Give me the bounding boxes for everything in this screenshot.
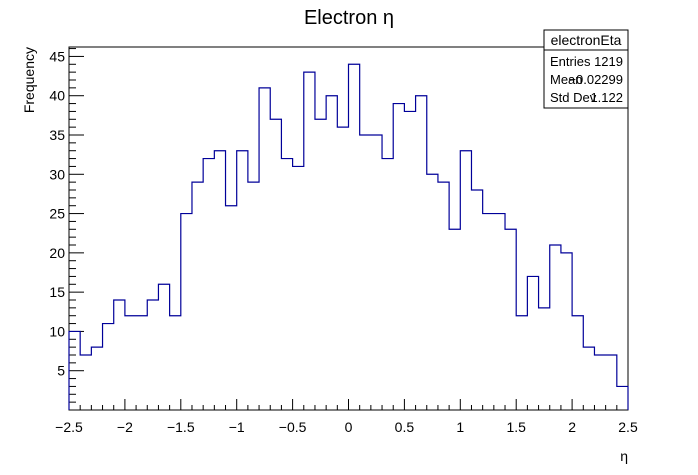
y-tick-label: 30 [49, 166, 65, 182]
x-tick-label: −2 [117, 419, 133, 435]
histogram-bin [404, 111, 415, 410]
histogram-bin [505, 229, 516, 410]
histogram-bin [214, 151, 225, 410]
histogram-bin [606, 355, 617, 410]
histogram-bin [181, 214, 192, 410]
x-axis: −2.5 −2 −1.5 −1 −0.5 0 0.5 1 1.5 2 2.5 [55, 399, 638, 435]
histogram-bin [360, 135, 371, 410]
chart-title: Electron η [304, 7, 394, 29]
stats-box-title: electronEta [551, 32, 622, 48]
histogram-bin [170, 316, 181, 410]
histogram-bin [304, 72, 315, 410]
stats-entries-label: Entries [550, 54, 591, 69]
y-axis-label: Frequency [21, 47, 37, 113]
stats-mean-value: −0.02299 [568, 72, 623, 87]
histogram-bin [80, 355, 91, 410]
histogram-bin [561, 253, 572, 410]
histogram-bin [449, 229, 460, 410]
histogram-bin [539, 308, 550, 410]
histogram-bin [158, 284, 169, 410]
histogram-bin [494, 214, 505, 410]
histogram-bin [594, 355, 605, 410]
y-tick-label: 35 [49, 127, 65, 143]
histogram-bin [326, 96, 337, 410]
x-tick-label: 2.5 [618, 419, 638, 435]
histogram-bin [617, 386, 628, 410]
stats-box-frame [543, 29, 629, 109]
histogram-bin [583, 347, 594, 410]
histogram-bin [226, 206, 237, 410]
histogram-bin [572, 316, 583, 410]
x-tick-label: 1 [456, 419, 464, 435]
histogram-bins [69, 64, 628, 410]
x-tick-label: 2 [568, 419, 576, 435]
histogram-bin [147, 300, 158, 410]
x-tick-label: 0 [345, 419, 353, 435]
histogram-bin [103, 324, 114, 410]
y-axis: 5 10 15 20 25 30 35 40 45 [49, 48, 84, 403]
histogram-bin [315, 119, 326, 410]
y-tick-label: 25 [49, 206, 65, 222]
histogram-bin [460, 151, 471, 410]
stats-box: electronEta Entries 1219 Mean −0.02299 S… [543, 29, 629, 109]
stats-mean-label: Mean [550, 72, 583, 87]
x-tick-label: −1.5 [167, 419, 195, 435]
histogram-bin [337, 127, 348, 410]
x-tick-label: −2.5 [55, 419, 83, 435]
stats-stddev-value: 1.122 [590, 90, 623, 105]
y-tick-label: 20 [49, 245, 65, 261]
y-tick-label: 45 [49, 48, 65, 64]
histogram-bin [550, 245, 561, 410]
histogram-bin [427, 174, 438, 410]
histogram-bin [393, 104, 404, 410]
histogram-bin [382, 159, 393, 410]
histogram-bin [416, 96, 427, 410]
histogram-bin [259, 88, 270, 410]
histogram-bin [516, 316, 527, 410]
x-tick-label: −0.5 [279, 419, 307, 435]
histogram-bin [471, 190, 482, 410]
histogram-bin [281, 159, 292, 410]
histogram-bin [125, 316, 136, 410]
histogram-bin [192, 182, 203, 410]
histogram-bin [349, 64, 360, 410]
x-tick-label: −1 [229, 419, 245, 435]
histogram-bin [293, 166, 304, 410]
x-tick-label: 0.5 [395, 419, 415, 435]
histogram-bin [114, 300, 125, 410]
y-tick-label: 40 [49, 88, 65, 104]
x-tick-label: 1.5 [506, 419, 526, 435]
histogram-bin [483, 214, 494, 410]
stats-stddev-label: Std Dev [550, 90, 597, 105]
histogram-bin [69, 331, 80, 410]
x-axis-label: η [620, 448, 628, 464]
histogram-series-line [68, 63, 629, 410]
histogram-bin [270, 119, 281, 410]
histogram-bin [438, 182, 449, 410]
histogram-bin [248, 182, 259, 410]
y-tick-label: 10 [49, 323, 65, 339]
histogram-bin [136, 316, 147, 410]
histogram-bin [91, 347, 102, 410]
histogram-bin [527, 276, 538, 410]
y-tick-label: 15 [49, 284, 65, 300]
histogram-bin [371, 135, 382, 410]
y-tick-label: 5 [57, 363, 65, 379]
histogram-bin [237, 151, 248, 410]
stats-entries-value: 1219 [594, 54, 623, 69]
histogram-bin [203, 159, 214, 410]
